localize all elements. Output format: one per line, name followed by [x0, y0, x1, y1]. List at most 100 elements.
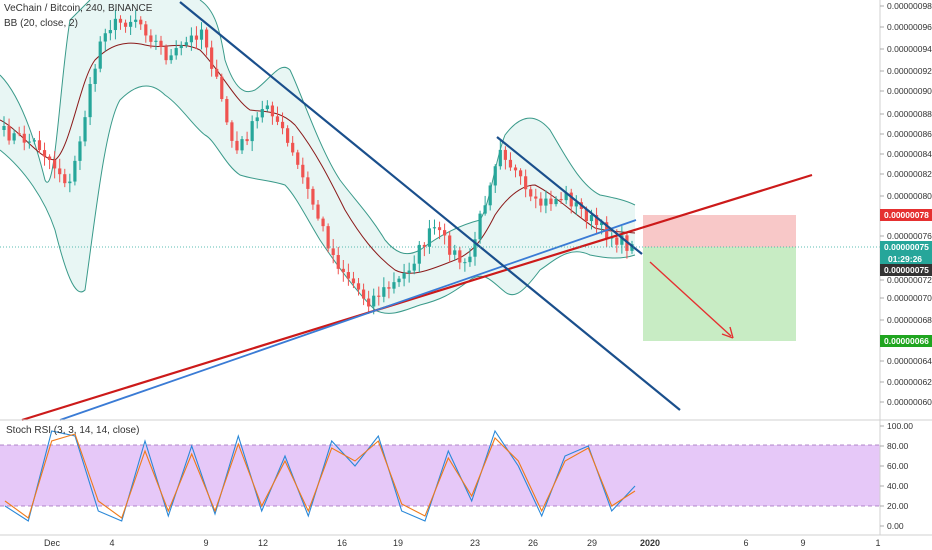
- candle[interactable]: [194, 26, 199, 49]
- candle[interactable]: [245, 131, 249, 146]
- bollinger-legend[interactable]: BB (20, close, 2): [4, 18, 78, 29]
- candle[interactable]: [488, 182, 492, 211]
- candle[interactable]: [270, 101, 275, 125]
- candle[interactable]: [73, 155, 77, 186]
- candle[interactable]: [47, 154, 52, 170]
- candle[interactable]: [123, 19, 128, 33]
- candle[interactable]: [93, 63, 97, 92]
- candle[interactable]: [134, 10, 138, 28]
- candle[interactable]: [367, 290, 371, 314]
- candle[interactable]: [98, 36, 102, 73]
- candle[interactable]: [210, 40, 214, 77]
- candle[interactable]: [189, 27, 193, 51]
- candle[interactable]: [68, 173, 72, 193]
- candle[interactable]: [32, 138, 36, 145]
- time-axis[interactable]: Dec 4 9 12 16 19 23 26 29 2020 6 9 1: [44, 538, 881, 548]
- candle[interactable]: [220, 73, 224, 102]
- candle[interactable]: [377, 286, 381, 306]
- candle[interactable]: [235, 131, 239, 154]
- stoch-rsi-legend[interactable]: Stoch RSI (3, 3, 14, 14, close): [6, 425, 140, 436]
- candle[interactable]: [12, 129, 16, 145]
- candle[interactable]: [559, 192, 563, 204]
- candle[interactable]: [154, 34, 158, 50]
- candle[interactable]: [503, 146, 507, 170]
- candle[interactable]: [569, 188, 573, 214]
- candle[interactable]: [594, 207, 599, 234]
- candle[interactable]: [306, 171, 310, 199]
- candle[interactable]: [549, 190, 553, 211]
- candle[interactable]: [78, 136, 82, 170]
- candle[interactable]: [427, 219, 432, 254]
- candle[interactable]: [58, 158, 62, 183]
- candle[interactable]: [468, 248, 472, 267]
- candle[interactable]: [311, 186, 315, 210]
- candle[interactable]: [83, 110, 87, 147]
- candle[interactable]: [341, 259, 345, 282]
- candle[interactable]: [402, 263, 406, 287]
- candle[interactable]: [351, 271, 356, 289]
- channel-line-lower[interactable]: [496, 136, 643, 255]
- candle[interactable]: [463, 258, 467, 272]
- candle[interactable]: [174, 40, 178, 60]
- candle[interactable]: [265, 100, 269, 112]
- candle[interactable]: [498, 140, 502, 170]
- candle[interactable]: [382, 277, 386, 303]
- candle[interactable]: [169, 49, 173, 64]
- candle[interactable]: [159, 35, 163, 55]
- candle[interactable]: [508, 152, 513, 171]
- candle[interactable]: [493, 164, 497, 194]
- candle[interactable]: [260, 100, 264, 123]
- candle[interactable]: [179, 41, 183, 56]
- candle[interactable]: [443, 223, 447, 245]
- candle[interactable]: [149, 29, 153, 49]
- candle[interactable]: [483, 195, 487, 216]
- price-axis[interactable]: 0.00000098 0.00000096 0.00000094 0.00000092…: [880, 1, 932, 407]
- candle[interactable]: [392, 272, 396, 294]
- candle[interactable]: [291, 136, 295, 156]
- candle[interactable]: [184, 36, 188, 48]
- candle[interactable]: [534, 188, 538, 209]
- candle[interactable]: [139, 16, 143, 30]
- candle[interactable]: [620, 226, 624, 254]
- candle[interactable]: [225, 96, 229, 126]
- candle[interactable]: [301, 157, 305, 184]
- candle[interactable]: [529, 186, 533, 202]
- candle[interactable]: [144, 21, 148, 43]
- candle[interactable]: [250, 115, 254, 152]
- candle[interactable]: [199, 22, 204, 50]
- candle[interactable]: [22, 125, 26, 151]
- stoch-rsi-d-line[interactable]: [4, 433, 636, 519]
- candle[interactable]: [407, 262, 411, 283]
- candle[interactable]: [204, 27, 209, 56]
- candle[interactable]: [630, 240, 634, 254]
- candle[interactable]: [321, 216, 325, 232]
- candle[interactable]: [240, 136, 244, 154]
- candle[interactable]: [473, 231, 477, 266]
- candle[interactable]: [230, 120, 234, 148]
- candle[interactable]: [215, 59, 219, 79]
- candle[interactable]: [63, 168, 67, 188]
- candle[interactable]: [458, 246, 462, 270]
- candle[interactable]: [113, 9, 118, 40]
- forecast-arrow-line[interactable]: [649, 261, 732, 337]
- candle[interactable]: [513, 164, 518, 178]
- candle[interactable]: [417, 241, 421, 273]
- candle[interactable]: [280, 112, 285, 135]
- candle[interactable]: [336, 246, 340, 275]
- candle[interactable]: [316, 200, 320, 221]
- candle[interactable]: [422, 242, 426, 257]
- candle[interactable]: [437, 221, 442, 240]
- support-trendline-red[interactable]: [21, 173, 813, 422]
- candle[interactable]: [118, 15, 123, 30]
- candle[interactable]: [524, 169, 528, 198]
- candle[interactable]: [564, 185, 568, 205]
- candle[interactable]: [356, 278, 361, 296]
- candle[interactable]: [331, 239, 335, 264]
- candle[interactable]: [164, 44, 168, 65]
- candle[interactable]: [2, 116, 6, 137]
- candle[interactable]: [397, 276, 401, 287]
- candle[interactable]: [17, 126, 21, 137]
- channel-line-upper[interactable]: [179, 1, 681, 411]
- support-trendline-blue[interactable]: [59, 219, 637, 421]
- candle[interactable]: [432, 219, 437, 235]
